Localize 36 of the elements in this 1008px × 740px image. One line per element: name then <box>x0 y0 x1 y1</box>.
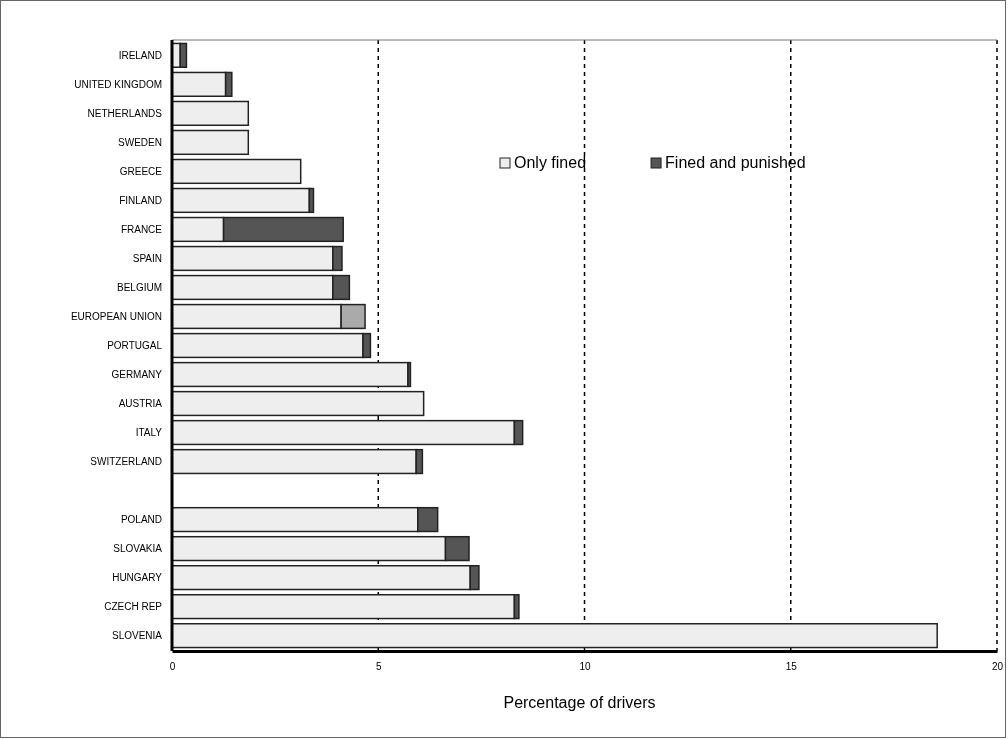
y-tick-label: GERMANY <box>111 368 163 380</box>
bar <box>171 361 409 388</box>
y-tick-label: FRANCE <box>120 223 163 235</box>
y-tick-label: ITALY <box>135 426 163 438</box>
y-tick-label: SWITZERLAND <box>90 455 162 467</box>
y-tick-label: GREECE <box>119 165 163 177</box>
y-tick-label: EUROPEAN UNION <box>70 310 162 322</box>
y-tick-label: UNITED KINGDOM <box>74 78 162 90</box>
x-tick-label: 0 <box>169 661 176 673</box>
bar <box>171 623 938 649</box>
y-tick-label: SPAIN <box>132 252 162 264</box>
y-tick-label: AUSTRIA <box>118 397 163 409</box>
x-tick-label: 5 <box>375 661 382 673</box>
y-tick-label: CZECH REP <box>104 600 163 612</box>
y-tick-label: POLAND <box>120 513 162 525</box>
y-tick-label: SWEDEN <box>118 136 162 148</box>
y-tick-label: FINLAND <box>119 194 162 206</box>
bar <box>171 390 425 417</box>
y-tick-label: SLOVAKIA <box>113 542 163 554</box>
legend-label: Only fined <box>514 154 587 171</box>
y-tick-label: SLOVENIA <box>111 629 163 641</box>
x-tick-label: 20 <box>991 661 1004 673</box>
bar <box>171 158 302 185</box>
x-tick-label: 15 <box>785 661 798 673</box>
bar <box>171 187 311 214</box>
bar <box>171 100 250 127</box>
legend-label: Fined and punished <box>665 154 806 171</box>
y-tick-label: PORTUGAL <box>107 339 163 351</box>
y-tick-label: HUNGARY <box>112 571 163 583</box>
y-tick-label: IRELAND <box>118 49 162 61</box>
bar <box>171 129 250 156</box>
y-tick-label: NETHERLANDS <box>87 107 163 119</box>
y-tick-label: BELGIUM <box>116 281 162 293</box>
x-tick-label: 10 <box>579 661 591 673</box>
bar <box>171 593 516 620</box>
x-axis-title: Percentage of drivers <box>503 694 656 711</box>
